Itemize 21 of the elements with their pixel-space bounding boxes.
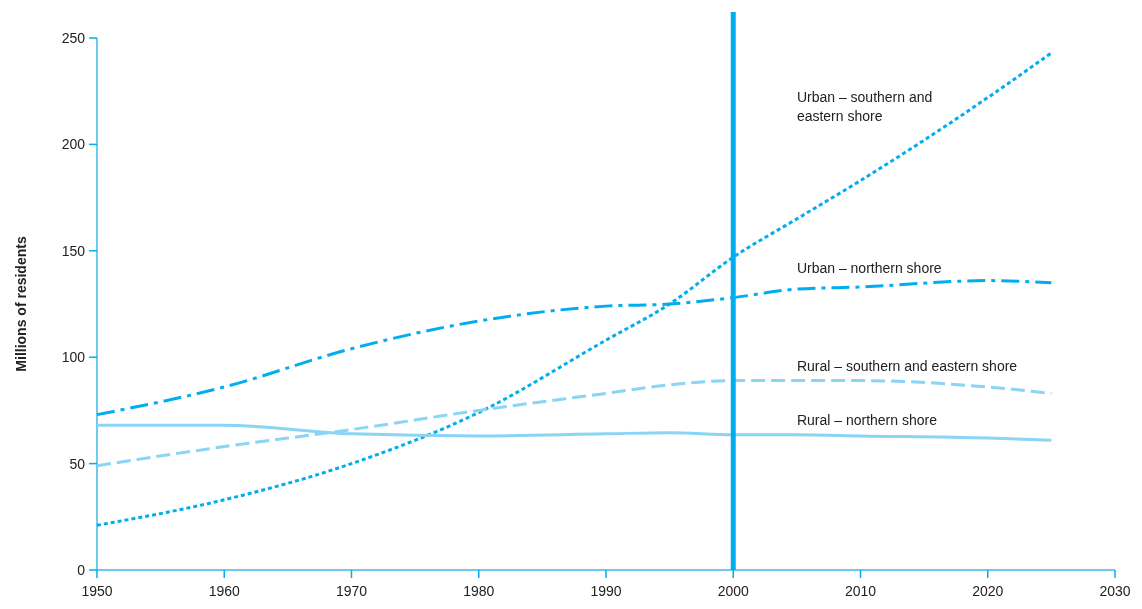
y-tick-label: 250: [61, 29, 86, 46]
x-tick-label: 1950: [81, 583, 113, 599]
line-series: [95, 379, 1053, 468]
y-tick-label: 50: [69, 455, 86, 472]
x-tick-label: 1990: [590, 583, 622, 599]
series-label: Rural – northern shore: [796, 411, 938, 428]
y-tick-label: 0: [77, 561, 86, 578]
x-tick-label: 2030: [1099, 583, 1131, 599]
series-label: Urban – northern shore: [796, 259, 942, 276]
x-tick-label: 1980: [463, 583, 495, 599]
y-tick-label: 200: [61, 136, 86, 153]
x-tick-label: 2020: [972, 583, 1004, 599]
y-axis-title: Millions of residents: [13, 236, 29, 372]
x-tick-label: 2000: [717, 583, 750, 599]
series-label: Urban – southern and eastern shore: [796, 88, 933, 124]
x-tick-label: 2010: [844, 583, 877, 599]
x-tick-label: 1960: [208, 583, 241, 599]
x-tick-label: 1970: [335, 583, 368, 599]
y-tick-label: 150: [61, 242, 86, 259]
series-label: Rural – southern and eastern shore: [796, 357, 1018, 374]
y-tick-label: 100: [61, 349, 86, 366]
